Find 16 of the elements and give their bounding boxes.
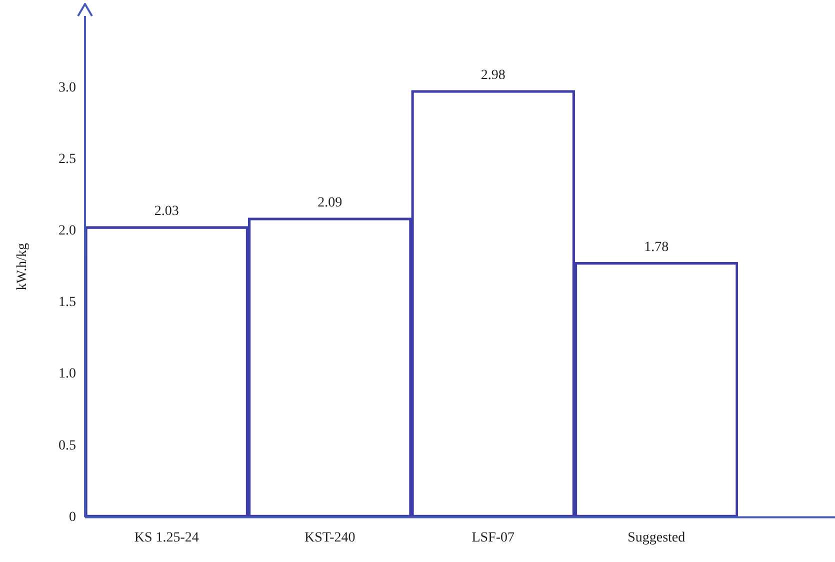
y-tick-label: 2.0 — [58, 223, 76, 238]
x-tick-label: Suggested — [628, 530, 686, 546]
data-label: 1.78 — [644, 240, 669, 255]
x-tick-label: LSF-07 — [472, 530, 515, 546]
data-label: 2.03 — [154, 204, 179, 220]
y-tick-label: 0.5 — [58, 438, 76, 454]
data-label: 2.09 — [318, 196, 342, 211]
data-label: 2.98 — [480, 68, 506, 84]
y-tick-label: 1.5 — [58, 295, 76, 310]
y-tick-label: 2.5 — [58, 152, 76, 167]
x-tick-label: KS 1.25-24 — [134, 530, 199, 546]
y-tick-label: 3.0 — [58, 80, 76, 96]
y-tick-label: 1.0 — [58, 366, 76, 382]
y-axis-title: kW.h/kg — [15, 242, 30, 290]
y-tick-label: 0 — [69, 510, 76, 525]
x-tick-label: KST-240 — [304, 530, 356, 546]
